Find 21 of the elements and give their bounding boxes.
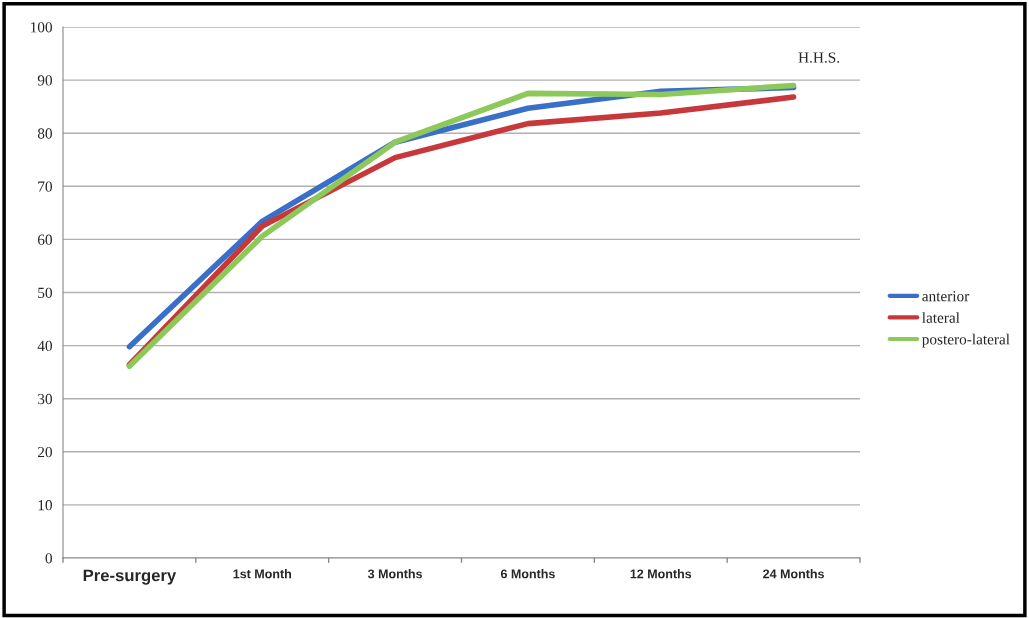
x-tick-label: 1st Month: [233, 569, 291, 579]
y-tick-label: 80: [37, 128, 52, 139]
x-tick-label: Pre-surgery: [83, 569, 177, 585]
x-tick-label: 12 Months: [630, 569, 692, 579]
x-tick-label: 24 Months: [763, 569, 824, 579]
y-tick-label: 60: [37, 234, 52, 245]
y-tick-label: 30: [38, 393, 52, 405]
x-tick-label: 6 Months: [500, 569, 555, 579]
y-tick-label: 50: [38, 287, 52, 298]
legend-label: postero-lateral: [922, 333, 1010, 348]
y-tick-label: 20: [37, 446, 52, 458]
y-tick-label: 0: [45, 553, 52, 564]
legend-label: anterior: [922, 291, 970, 302]
y-tick-label: 40: [37, 340, 52, 352]
x-tick-label: 3 Months: [367, 569, 422, 579]
legend-label: lateral: [922, 312, 960, 323]
annotation: H.H.S.: [798, 52, 840, 63]
y-tick-label: 70: [38, 181, 52, 192]
y-tick-label: 90: [37, 75, 52, 86]
y-tick-label: 10: [38, 500, 52, 511]
y-tick-label: 100: [31, 22, 52, 33]
